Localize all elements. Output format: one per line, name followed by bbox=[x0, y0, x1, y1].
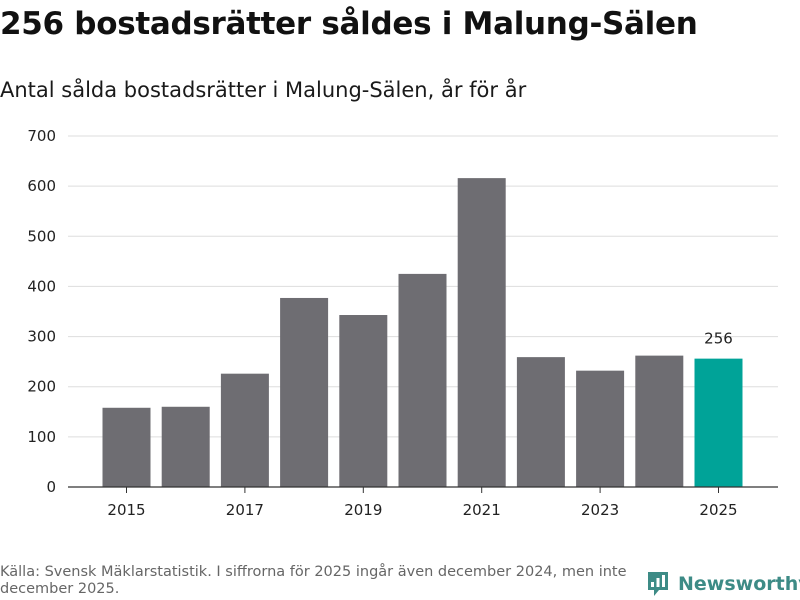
bar-2020 bbox=[398, 273, 447, 487]
x-tick-label-2015: 2015 bbox=[107, 501, 145, 519]
y-tick-label-700: 700 bbox=[27, 127, 56, 145]
chart-subtitle: Antal sålda bostadsrätter i Malung-Sälen… bbox=[0, 78, 527, 102]
x-tick-label-2019: 2019 bbox=[344, 501, 382, 519]
bar-2024 bbox=[635, 355, 684, 487]
y-tick-label-0: 0 bbox=[46, 478, 56, 496]
bar-chart: 0 100 200 300 400 500 600 700 2015 2017 2019 2021 20… bbox=[27, 127, 778, 519]
x-tick-label-2023: 2023 bbox=[581, 501, 619, 519]
bar-2015 bbox=[102, 407, 151, 487]
bar-2016 bbox=[161, 406, 210, 487]
y-tick-label-400: 400 bbox=[27, 277, 56, 295]
bar-2019 bbox=[339, 315, 388, 487]
bar-2018 bbox=[280, 297, 329, 487]
brand-name: Newsworthy bbox=[678, 573, 800, 595]
data-label-2025: 256 bbox=[704, 330, 733, 348]
x-tick-label-2025: 2025 bbox=[699, 501, 737, 519]
y-tick-label-100: 100 bbox=[27, 428, 56, 446]
y-tick-label-600: 600 bbox=[27, 177, 56, 195]
bar-2017 bbox=[220, 373, 269, 487]
chart-title: 256 bostadsrätter såldes i Malung-Sälen bbox=[0, 6, 698, 42]
newsworthy-logo-icon bbox=[648, 572, 668, 596]
y-tick-label-300: 300 bbox=[27, 328, 56, 346]
bar-2025 bbox=[694, 358, 743, 487]
y-tick-label-500: 500 bbox=[27, 227, 56, 245]
y-tick-label-200: 200 bbox=[27, 378, 56, 396]
bar-2023 bbox=[576, 370, 625, 487]
brand: Newsworthy bbox=[646, 570, 800, 598]
bar-2021 bbox=[457, 178, 506, 487]
source-note: Källa: Svensk Mäklarstatistik. I siffror… bbox=[0, 564, 627, 597]
bar-2022 bbox=[516, 357, 565, 487]
x-tick-label-2017: 2017 bbox=[226, 501, 264, 519]
x-tick-label-2021: 2021 bbox=[463, 501, 501, 519]
